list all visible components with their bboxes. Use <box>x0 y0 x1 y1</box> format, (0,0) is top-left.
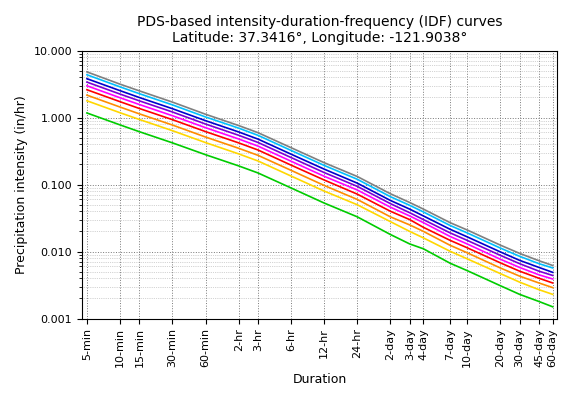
X-axis label: Duration: Duration <box>292 373 347 386</box>
Title: PDS-based intensity-duration-frequency (IDF) curves
Latitude: 37.3416°, Longitud: PDS-based intensity-duration-frequency (… <box>137 15 503 45</box>
Y-axis label: Precipitation intensity (in/hr): Precipitation intensity (in/hr) <box>15 95 28 274</box>
